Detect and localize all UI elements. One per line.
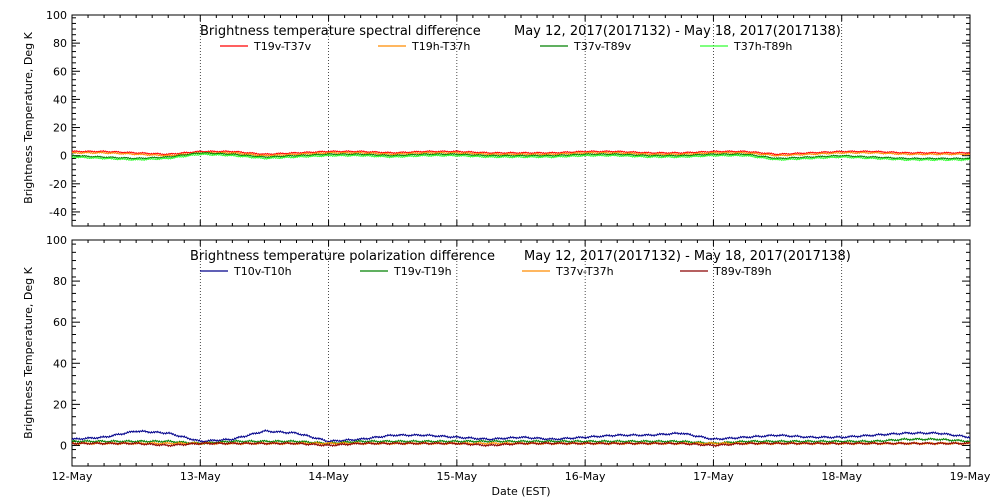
legend-label: T19v-T19h	[393, 265, 452, 278]
y-tick-label: 20	[53, 398, 67, 411]
y-tick-label: 100	[46, 234, 67, 247]
chart-date-range: May 12, 2017(2017132) - May 18, 2017(201…	[514, 24, 841, 39]
plot-frame	[71, 239, 971, 467]
x-tick-label: 15-May	[436, 470, 477, 483]
legend-label: T37h-T89h	[733, 40, 792, 53]
series-line	[71, 151, 971, 161]
x-tick-label: 17-May	[693, 470, 734, 483]
x-axis-label: Date (EST)	[491, 485, 550, 498]
legend-label: T19h-T37h	[411, 40, 470, 53]
x-axis: 12-May 13-May 14-May 15-May 16-May 17-May 18-M…	[52, 240, 991, 483]
series-line	[71, 151, 971, 157]
x-tick-label: 13-May	[180, 470, 221, 483]
y-axis-label: Brightness Temperature, Deg K	[22, 266, 35, 438]
x-axis	[71, 15, 971, 226]
x-tick-label: 18-May	[821, 470, 862, 483]
series-lines	[71, 429, 971, 448]
y-tick-label: 100	[46, 9, 67, 22]
legend: T19v-T37v T19h-T37h T37v-T89v T37h-T89h	[220, 40, 792, 53]
x-tick-label: 19-May	[950, 470, 991, 483]
legend-label: T89v-T89h	[713, 265, 772, 278]
series-line	[71, 437, 971, 446]
x-tick-label: 14-May	[308, 470, 349, 483]
y-tick-label: 0	[60, 150, 67, 163]
chart-date-range: May 12, 2017(2017132) - May 18, 2017(201…	[524, 249, 851, 264]
y-tick-label: 60	[53, 65, 67, 78]
y-tick-label: 40	[53, 93, 67, 106]
y-tick-label: 80	[53, 275, 67, 288]
legend: T10v-T10h T19v-T19h T37v-T37h T89v-T89h	[200, 265, 772, 278]
x-tick-label: 16-May	[565, 470, 606, 483]
vertical-grid	[199, 15, 843, 226]
chart-title: Brightness temperature polarization diff…	[190, 249, 495, 264]
y-tick-label: 0	[60, 439, 67, 452]
chart-title: Brightness temperature spectral differen…	[200, 24, 481, 39]
polarization-difference-panel: 0 20 40 60 80 100 12-May 13-May 14-May 15-May 16-…	[22, 234, 991, 498]
y-tick-label: -20	[49, 178, 67, 191]
series-line	[71, 152, 971, 162]
y-axis: 0 20 40 60 80 100	[46, 234, 970, 467]
legend-label: T19v-T37v	[253, 40, 312, 53]
x-tick-label: 12-May	[52, 470, 93, 483]
y-axis-label: Brightness Temperature, Deg K	[22, 31, 35, 203]
y-axis: -40 -20 0 20 40 60 80 100	[46, 9, 970, 227]
y-tick-label: 80	[53, 37, 67, 50]
series-lines	[71, 149, 971, 162]
legend-label: T37v-T37h	[555, 265, 614, 278]
plot-frame	[71, 14, 971, 227]
series-line	[71, 429, 971, 444]
y-tick-label: 20	[53, 122, 67, 135]
y-tick-label: 60	[53, 316, 67, 329]
spectral-difference-panel: -40 -20 0 20 40 60 80 100 Brightness temperatur…	[22, 9, 971, 227]
legend-label: T37v-T89v	[573, 40, 632, 53]
y-tick-label: -40	[49, 206, 67, 219]
legend-label: T10v-T10h	[233, 265, 292, 278]
y-tick-label: 40	[53, 357, 67, 370]
series-line	[71, 441, 971, 448]
